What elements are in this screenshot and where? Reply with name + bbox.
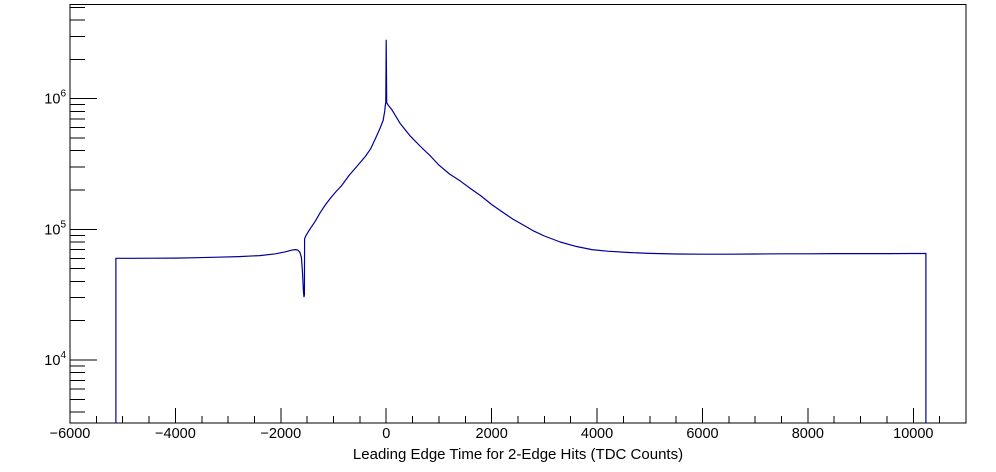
- x-tick-label: 2000: [476, 426, 508, 442]
- x-axis-title: Leading Edge Time for 2-Edge Hits (TDC C…: [352, 446, 684, 463]
- x-tick-label: 8000: [792, 426, 824, 442]
- y-tick-label: 106: [44, 89, 66, 108]
- axis-ticks: [69, 6, 967, 423]
- axis-tick-labels: −6000 −4000 −2000 0 2000 4000 6000 8000 10000 104…: [44, 89, 933, 442]
- x-tick-label: 6000: [686, 426, 718, 442]
- x-tick-label: 10000: [893, 426, 933, 442]
- histogram-line: [115, 39, 927, 423]
- x-tick-label: −6000: [50, 426, 91, 442]
- x-tick-label: 4000: [581, 426, 613, 442]
- x-tick-label: 0: [382, 426, 390, 442]
- y-tick-label: 105: [44, 219, 66, 238]
- x-tick-label: −4000: [155, 426, 196, 442]
- x-tick-label: −2000: [260, 426, 301, 442]
- plot-frame: [69, 4, 967, 424]
- y-tick-label: 104: [44, 350, 66, 369]
